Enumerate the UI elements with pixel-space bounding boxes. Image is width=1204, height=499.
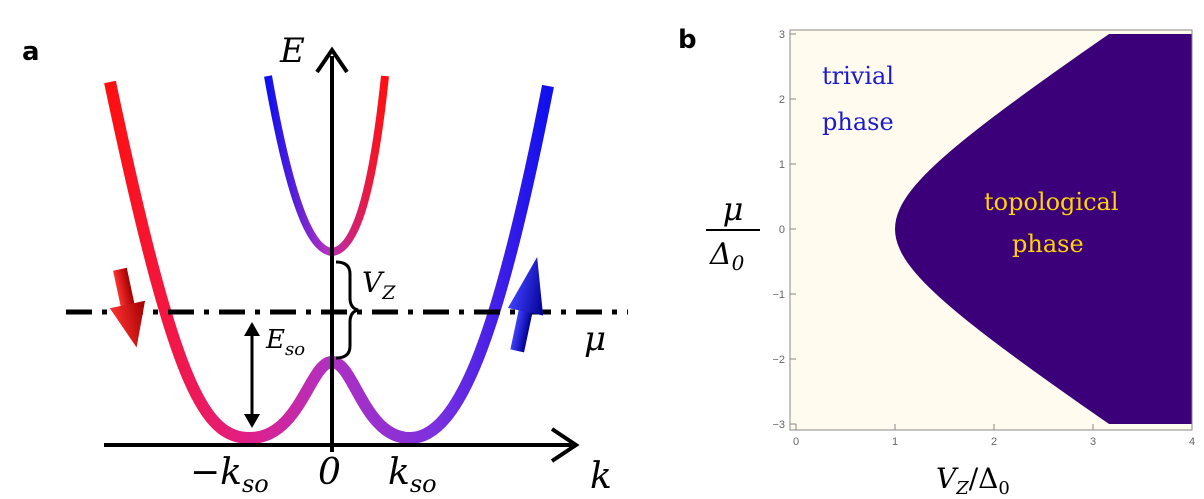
- x-tick-label: 2: [991, 436, 997, 448]
- y-tick-label: 0: [779, 224, 785, 236]
- panel-b-label: b: [678, 25, 697, 55]
- y-ticks: 3 2 1 0 −1 −2 −3: [772, 29, 796, 431]
- x-ticks: 0 1 2 3 4: [793, 424, 1195, 448]
- eso-label: Eso: [265, 325, 305, 360]
- spin-up-arrow-icon: [507, 256, 544, 353]
- energy-axis-arrow-icon: [315, 46, 349, 74]
- panel-a-label: a: [22, 37, 40, 67]
- x-tick-label: 1: [892, 436, 898, 448]
- x-axis-label: VZ/Δ0: [936, 462, 1010, 499]
- x-tick-label: 4: [1189, 436, 1195, 448]
- plot-frame: [789, 29, 1193, 431]
- topological-region: [895, 34, 1192, 424]
- trivial-phase-label-line2: phase: [822, 108, 894, 136]
- topological-phase-label-line1: topological: [984, 188, 1119, 216]
- y-tick-label: 2: [779, 94, 785, 106]
- y-axis-label-numerator: μ: [723, 190, 744, 228]
- momentum-axis-label: k: [590, 456, 612, 497]
- y-tick-label: −2: [772, 354, 785, 366]
- vz-brace: [335, 260, 359, 360]
- topological-phase-label-line2: phase: [1012, 230, 1084, 258]
- y-axis-label-denominator: Δ0: [709, 237, 745, 275]
- vz-label: VZ: [362, 266, 396, 304]
- phase-diagram: 0 1 2 3 4 3 2 1 0 −1 −2 −3: [772, 29, 1195, 448]
- tick-zero: 0: [318, 452, 341, 493]
- spin-down-arrow-icon: [109, 267, 146, 348]
- x-tick-label: 3: [1090, 436, 1096, 448]
- eso-arrow-up-icon: [244, 322, 260, 336]
- y-tick-label: 3: [779, 29, 785, 41]
- eso-arrow-down-icon: [244, 414, 260, 428]
- y-tick-label: −3: [772, 419, 785, 431]
- x-tick-label: 0: [793, 436, 799, 448]
- energy-axis-label: E: [279, 31, 305, 71]
- tick-neg-kso: −kso: [190, 452, 269, 498]
- lower-energy-band: [104, 80, 554, 445]
- mu-label: μ: [584, 319, 606, 359]
- momentum-axis-arrow-icon: [550, 427, 580, 463]
- upper-energy-band: [264, 75, 389, 257]
- tick-pos-kso: kso: [388, 452, 437, 498]
- y-tick-label: −1: [772, 289, 785, 301]
- trivial-phase-label-line1: trivial: [822, 62, 894, 90]
- y-tick-label: 1: [779, 159, 785, 171]
